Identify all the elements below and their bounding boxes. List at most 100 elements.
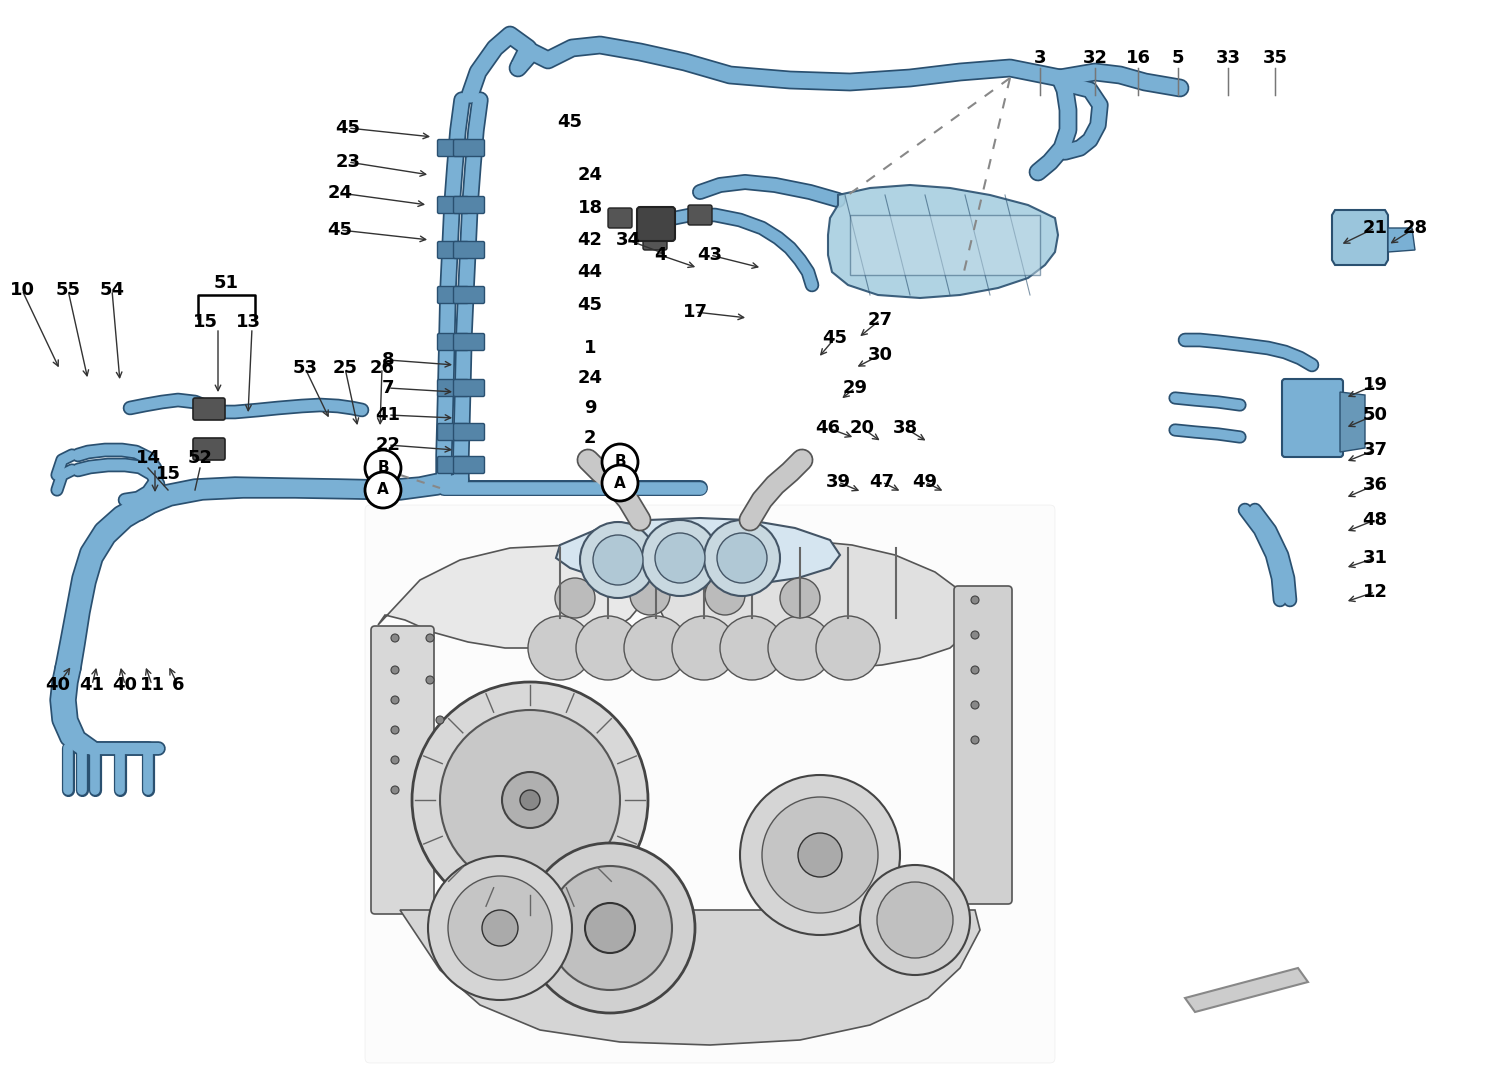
FancyBboxPatch shape [194, 397, 225, 420]
Text: 47: 47 [870, 473, 894, 491]
Circle shape [503, 772, 558, 828]
Text: 10: 10 [9, 281, 34, 299]
FancyBboxPatch shape [453, 286, 484, 304]
Circle shape [392, 726, 399, 734]
Circle shape [576, 616, 640, 680]
Text: 16: 16 [1125, 49, 1150, 68]
Circle shape [585, 903, 634, 953]
Text: 35: 35 [1263, 49, 1287, 68]
Circle shape [482, 910, 518, 946]
FancyBboxPatch shape [453, 139, 484, 157]
Circle shape [392, 696, 399, 703]
Polygon shape [1332, 210, 1388, 265]
Text: 27: 27 [867, 311, 892, 329]
Text: 1: 1 [584, 339, 596, 357]
Polygon shape [656, 540, 972, 668]
Circle shape [580, 522, 656, 598]
Circle shape [970, 736, 980, 744]
FancyBboxPatch shape [954, 586, 1012, 904]
Circle shape [705, 575, 746, 615]
FancyBboxPatch shape [453, 456, 484, 474]
Polygon shape [1340, 392, 1365, 452]
Text: B: B [614, 454, 626, 469]
Text: 6: 6 [171, 676, 184, 694]
Circle shape [859, 865, 970, 975]
Circle shape [525, 843, 694, 1013]
Circle shape [448, 876, 552, 980]
Text: 24: 24 [327, 184, 352, 201]
Text: 41: 41 [80, 676, 105, 694]
Text: 4: 4 [654, 246, 666, 264]
Text: 15: 15 [156, 465, 180, 484]
Text: 14: 14 [135, 449, 160, 467]
Text: 13: 13 [236, 313, 261, 331]
Circle shape [656, 533, 705, 583]
Circle shape [970, 631, 980, 639]
Text: 30: 30 [867, 346, 892, 364]
FancyBboxPatch shape [438, 139, 468, 157]
Text: 48: 48 [1362, 511, 1388, 529]
Text: 45: 45 [327, 221, 352, 238]
Circle shape [970, 596, 980, 604]
Circle shape [878, 882, 953, 958]
Text: 26: 26 [369, 359, 394, 377]
Circle shape [740, 775, 900, 935]
Circle shape [364, 472, 400, 507]
Circle shape [392, 634, 399, 643]
Circle shape [413, 682, 648, 918]
Circle shape [630, 575, 670, 615]
Text: 22: 22 [375, 436, 400, 454]
Text: 20: 20 [849, 419, 874, 437]
Text: 55: 55 [56, 281, 81, 299]
FancyBboxPatch shape [364, 505, 1054, 1063]
Text: 39: 39 [825, 473, 850, 491]
Circle shape [427, 856, 572, 1000]
Text: 11: 11 [140, 676, 165, 694]
Circle shape [592, 535, 644, 585]
Circle shape [392, 786, 399, 794]
Circle shape [602, 444, 638, 480]
Circle shape [548, 866, 672, 990]
FancyBboxPatch shape [453, 242, 484, 258]
FancyBboxPatch shape [438, 424, 468, 440]
FancyBboxPatch shape [438, 242, 468, 258]
FancyBboxPatch shape [608, 208, 631, 228]
Text: 40: 40 [45, 676, 70, 694]
Circle shape [768, 616, 832, 680]
Text: 53: 53 [292, 359, 318, 377]
Circle shape [520, 790, 540, 810]
Polygon shape [850, 215, 1040, 276]
Circle shape [602, 465, 638, 501]
Text: 45: 45 [558, 113, 582, 131]
Polygon shape [1388, 228, 1414, 252]
Text: 24: 24 [578, 369, 603, 387]
Text: 34: 34 [615, 231, 640, 249]
Text: 38: 38 [892, 419, 918, 437]
Text: 21: 21 [1362, 219, 1388, 237]
Text: 15: 15 [192, 313, 217, 331]
FancyBboxPatch shape [438, 196, 468, 213]
Text: 17: 17 [682, 303, 708, 321]
FancyBboxPatch shape [438, 379, 468, 396]
Polygon shape [828, 185, 1058, 298]
Circle shape [762, 797, 878, 913]
Text: 52: 52 [188, 449, 213, 467]
FancyBboxPatch shape [453, 379, 484, 396]
Circle shape [970, 666, 980, 674]
FancyBboxPatch shape [453, 196, 484, 213]
Text: 2: 2 [584, 429, 596, 446]
FancyBboxPatch shape [688, 205, 712, 225]
Circle shape [624, 616, 688, 680]
Text: 45: 45 [822, 329, 848, 347]
Text: 18: 18 [578, 199, 603, 217]
Polygon shape [400, 910, 980, 1045]
Text: 9: 9 [584, 399, 596, 417]
Text: 50: 50 [1362, 406, 1388, 424]
Polygon shape [1185, 968, 1308, 1012]
FancyBboxPatch shape [438, 456, 468, 474]
FancyBboxPatch shape [453, 333, 484, 351]
FancyBboxPatch shape [638, 207, 675, 241]
Text: 24: 24 [578, 166, 603, 184]
Text: 5: 5 [1172, 49, 1185, 68]
Text: 41: 41 [375, 406, 400, 424]
